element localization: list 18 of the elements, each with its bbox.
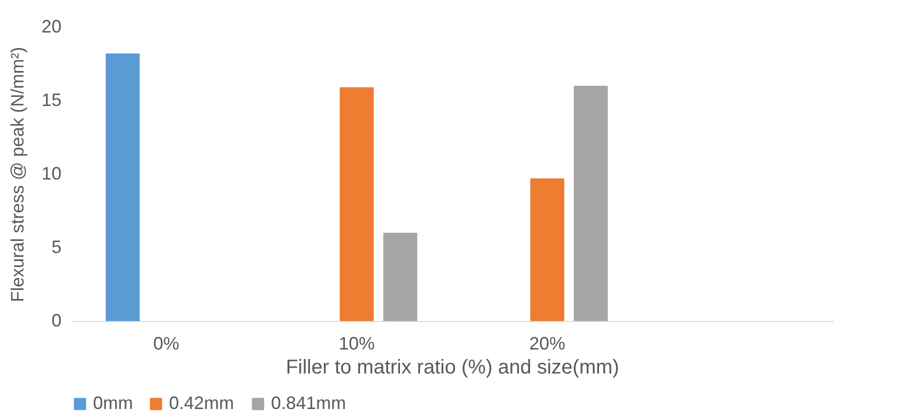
bar (106, 53, 140, 321)
bar (574, 86, 608, 321)
y-tick-label: 0 (51, 310, 62, 330)
y-tick-label: 10 (41, 164, 62, 184)
x-tick-label: 10% (338, 334, 375, 354)
legend-label: 0.42mm (169, 393, 234, 413)
x-axis-title: Filler to matrix ratio (%) and size(mm) (286, 356, 620, 378)
legend-label: 0.841mm (271, 393, 346, 413)
bar (340, 87, 374, 321)
legend-label: 0mm (93, 393, 133, 413)
y-tick-label: 20 (41, 16, 62, 36)
y-tick-label: 15 (41, 90, 62, 110)
x-tick-label: 0% (153, 334, 180, 354)
bar (530, 178, 564, 321)
y-axis-title: Flexural stress @ peak (N/mm²) (7, 46, 28, 302)
bar (383, 232, 418, 321)
y-tick-label: 5 (51, 237, 62, 257)
x-tick-label: 20% (529, 334, 566, 354)
